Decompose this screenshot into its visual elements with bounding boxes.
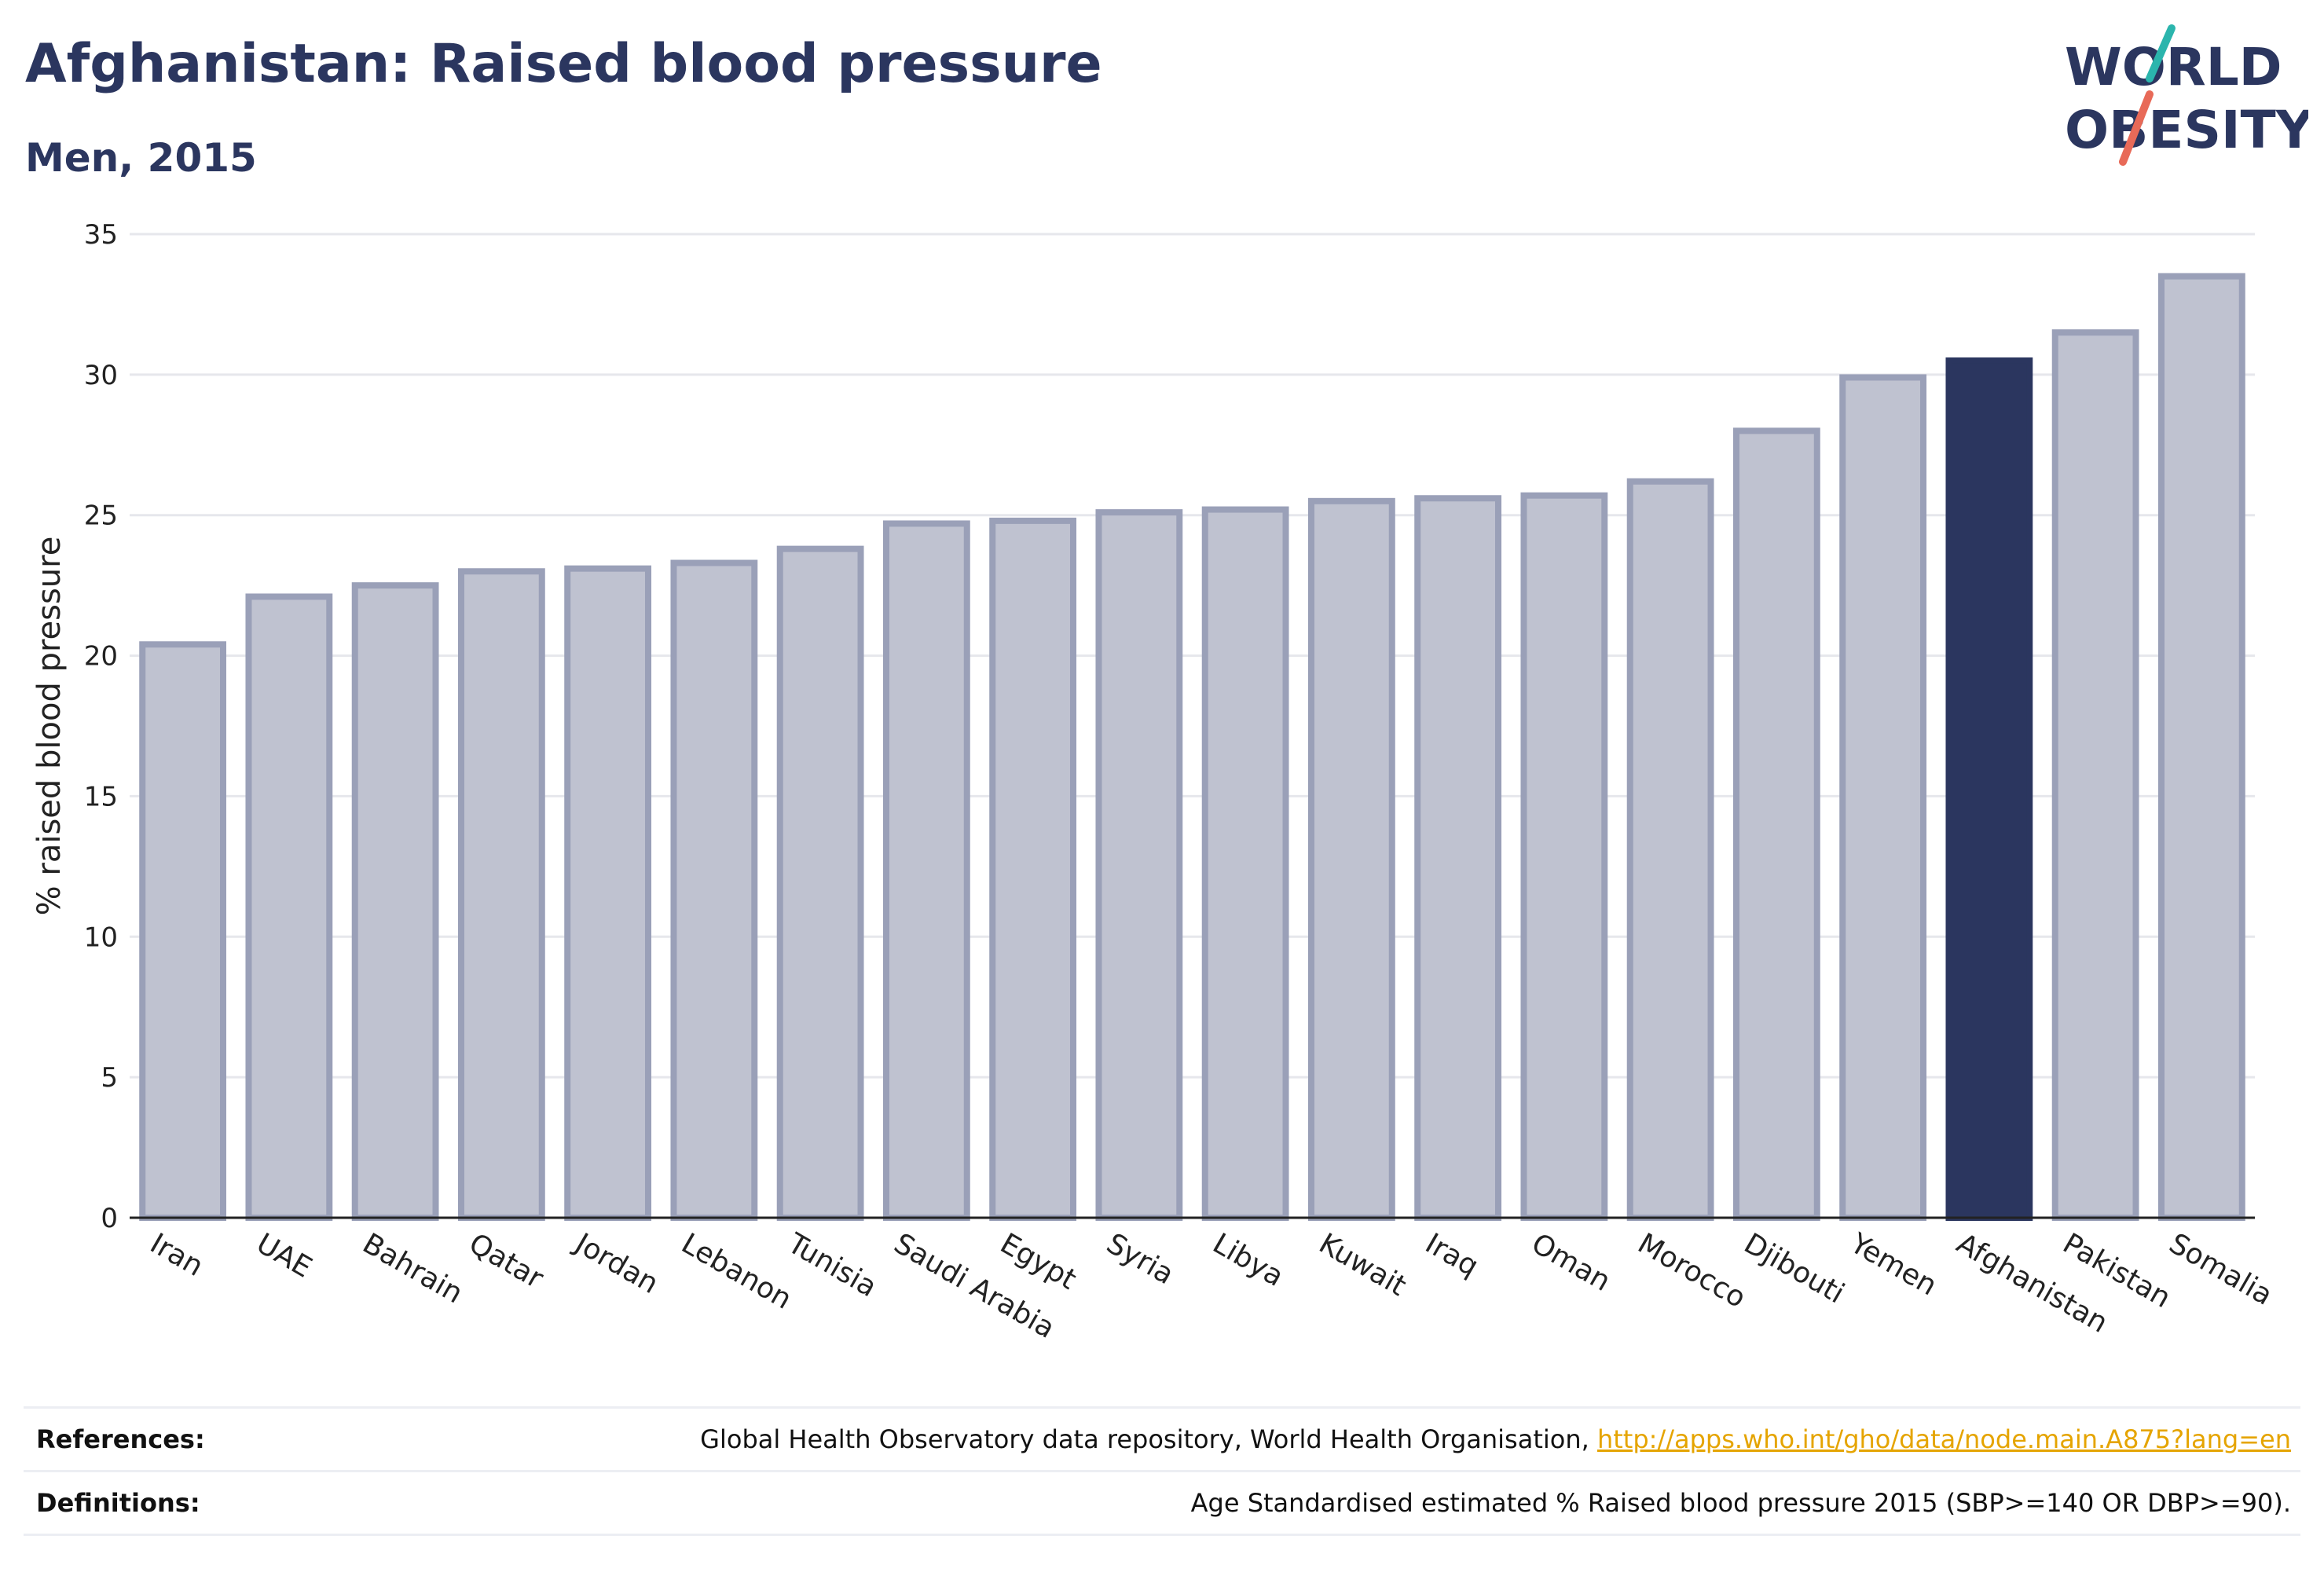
bar-qatar [457, 568, 545, 1221]
x-tick-label: Iraq [1420, 1227, 1483, 1283]
y-tick-labels: 0 5 10 15 20 25 30 35 [84, 219, 118, 1234]
y-tick-label: 35 [84, 219, 118, 251]
x-tick-label: Morocco [1633, 1227, 1751, 1314]
x-tick-label: Qatar [464, 1227, 548, 1295]
references-link[interactable]: http://apps.who.int/gho/data/node.main.A… [1596, 1424, 2291, 1454]
bar-libya [1201, 506, 1289, 1221]
bar-lebanon [670, 559, 758, 1221]
x-tick-label: Libya [1208, 1227, 1289, 1293]
y-gridlines [130, 233, 2255, 1079]
references-text: Global Health Observatory data repositor… [700, 1424, 1589, 1454]
bar-tunisia [776, 545, 864, 1221]
bar-pakistan [2051, 329, 2139, 1222]
y-tick-label: 20 [84, 641, 118, 673]
x-tick-label: Oman [1526, 1227, 1615, 1298]
bar-syria [1095, 509, 1183, 1221]
bar-bahrain [351, 582, 439, 1221]
x-tick-label: Djibouti [1739, 1227, 1849, 1310]
x-tick-label: UAE [251, 1227, 317, 1284]
logo-line2: OBESITY [2065, 100, 2308, 160]
y-tick-label: 25 [84, 500, 118, 532]
references-label: References: [36, 1424, 205, 1454]
references-row: References: Global Health Observatory da… [24, 1406, 2300, 1470]
y-tick-label: 0 [101, 1203, 118, 1234]
bar-oman [1520, 492, 1608, 1221]
x-tick-label: Bahrain [357, 1227, 468, 1310]
bar-iran [139, 641, 227, 1221]
bars [139, 273, 2245, 1222]
x-tick-label: Syria [1101, 1227, 1178, 1291]
y-tick-label: 5 [101, 1062, 118, 1094]
definitions-text: Age Standardised estimated % Raised bloo… [1190, 1488, 2291, 1518]
x-tick-label: Egypt [995, 1227, 1081, 1296]
bar-yemen [1839, 374, 1927, 1221]
x-tick-label: Kuwait [1314, 1227, 1412, 1303]
logo-slash-coral [2119, 90, 2154, 166]
x-tick-label: Somalia [2164, 1227, 2278, 1312]
bar-morocco [1626, 478, 1714, 1221]
bar-egypt [989, 517, 1077, 1221]
y-tick-label: 15 [84, 781, 118, 812]
x-tick-label: Yemen [1844, 1227, 1942, 1303]
x-tick-label: Iran [145, 1227, 208, 1283]
bar-kuwait [1307, 497, 1395, 1221]
y-axis-label: % raised blood pressure [31, 537, 68, 916]
bar-saudi-arabia [882, 520, 970, 1221]
bar-iraq [1414, 495, 1502, 1221]
page-title: Afghanistan: Raised blood pressure [25, 33, 1102, 95]
y-tick-label: 10 [84, 922, 118, 953]
y-tick-label: 30 [84, 360, 118, 391]
bar-djibouti [1732, 427, 1820, 1221]
definitions-row: Definitions: Age Standardised estimated … [24, 1470, 2300, 1536]
logo-slash-teal [2146, 24, 2176, 82]
bar-afghanistan [1945, 357, 2033, 1221]
references-value: Global Health Observatory data repositor… [700, 1424, 2300, 1454]
logo-line1: WORLD [2065, 37, 2282, 97]
page-subtitle: Men, 2015 [25, 135, 257, 181]
bar-uae [245, 593, 333, 1221]
bar-somalia [2157, 273, 2245, 1222]
bar-jordan [564, 565, 652, 1221]
x-tick-label: Jordan [568, 1226, 663, 1300]
x-tick-label: Tunisia [782, 1227, 882, 1303]
chart-footer: References: Global Health Observatory da… [24, 1406, 2300, 1536]
definitions-label: Definitions: [36, 1488, 200, 1518]
x-tick-label: Lebanon [676, 1227, 797, 1316]
world-obesity-logo: WORLD OBESITY [2065, 24, 2308, 166]
